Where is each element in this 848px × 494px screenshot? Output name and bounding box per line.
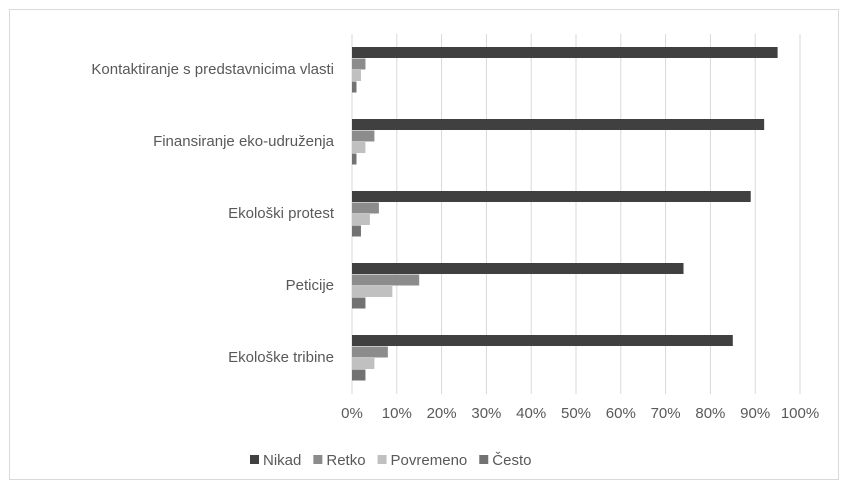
bar [352, 81, 357, 93]
legend-swatch [250, 455, 259, 464]
legend-label: Retko [326, 452, 365, 469]
legend-label: Nikad [263, 452, 301, 469]
bar [352, 58, 366, 70]
bar [352, 335, 733, 346]
x-tick-label: 60% [606, 405, 636, 422]
x-tick-label: 20% [427, 405, 457, 422]
bar [352, 297, 366, 309]
x-tick-label: 90% [740, 405, 770, 422]
x-tick-label: 100% [781, 405, 819, 422]
bar [352, 286, 393, 297]
legend-swatch [377, 455, 387, 464]
bar [352, 263, 684, 274]
legend-swatch [313, 455, 323, 464]
y-tick-label: Ekološke tribine [228, 349, 334, 366]
y-tick-label: Ekološki protest [228, 205, 335, 222]
bar [352, 130, 375, 142]
bar [352, 142, 366, 153]
legend-label: Često [492, 452, 531, 469]
bar [352, 358, 375, 369]
x-tick-label: 10% [382, 405, 412, 422]
x-tick-label: 0% [341, 405, 363, 422]
x-tick-label: 30% [471, 405, 501, 422]
y-tick-label: Finansiranje eko-udruženja [153, 133, 335, 150]
bar [352, 369, 366, 381]
y-tick-label: Peticije [286, 277, 334, 294]
bar [352, 153, 357, 165]
x-tick-label: 70% [651, 405, 681, 422]
bar [352, 274, 420, 286]
chart-border [9, 9, 839, 480]
y-tick-label: Kontaktiranje s predstavnicima vlasti [91, 61, 334, 78]
legend-swatch [479, 455, 489, 464]
bar [352, 346, 388, 358]
bar [352, 119, 765, 130]
bar [352, 202, 379, 214]
bar [352, 47, 778, 58]
bar [352, 225, 361, 237]
x-tick-label: 50% [561, 405, 591, 422]
legend-label: Povremeno [391, 452, 468, 469]
x-tick-label: 40% [516, 405, 546, 422]
x-tick-label: 80% [695, 405, 725, 422]
bar [352, 214, 370, 225]
bar [352, 70, 361, 81]
bar [352, 191, 751, 202]
